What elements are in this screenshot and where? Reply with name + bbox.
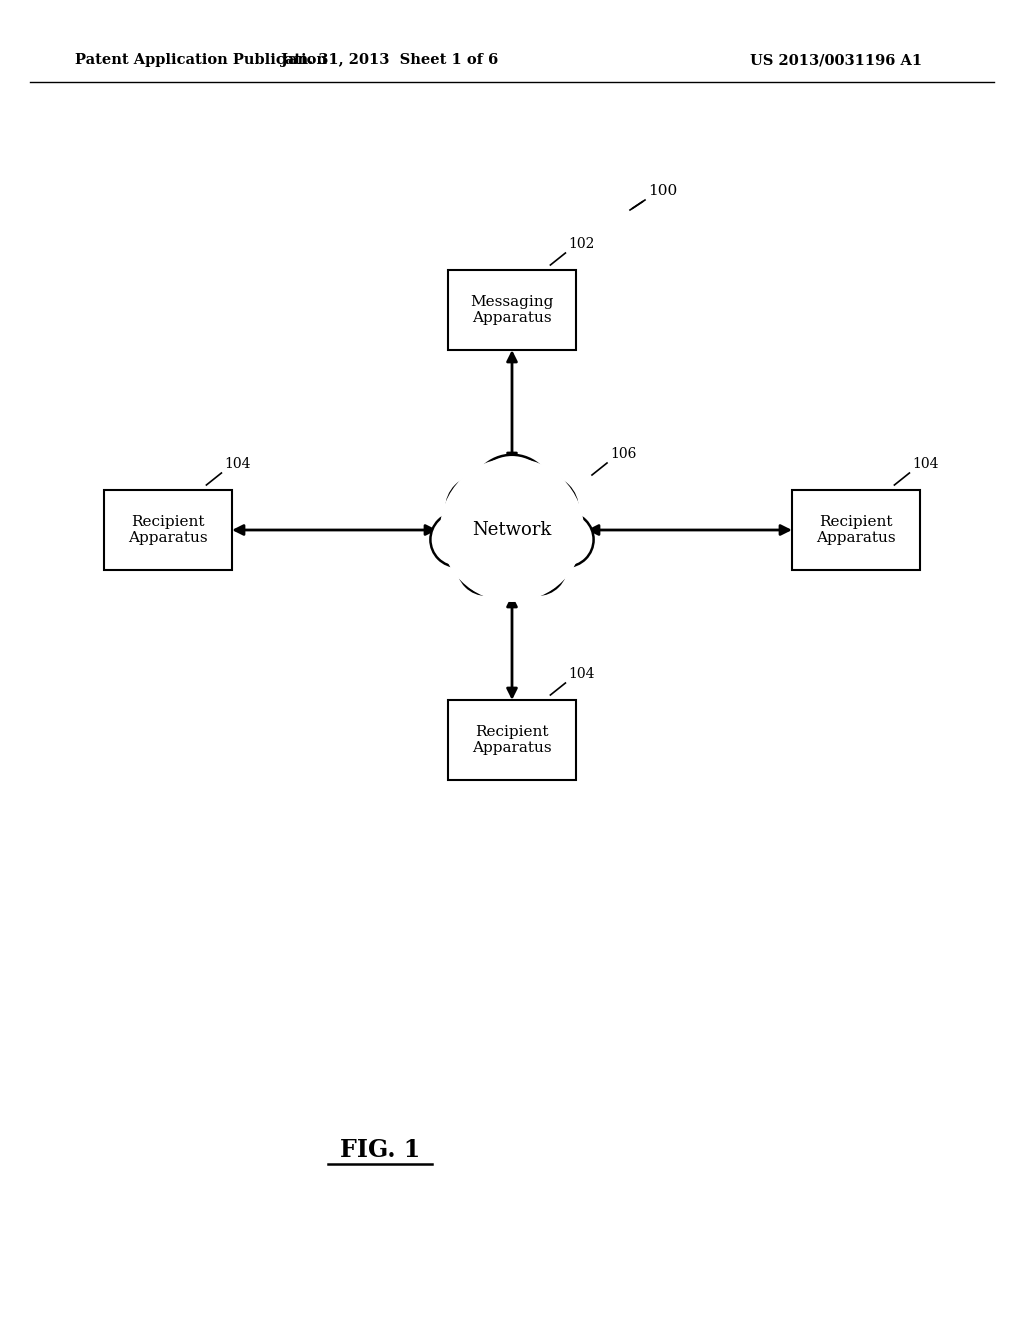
Bar	[792, 490, 920, 570]
Text: 104: 104	[224, 457, 251, 471]
Circle shape	[513, 541, 562, 590]
Circle shape	[430, 512, 484, 566]
Circle shape	[544, 516, 590, 562]
Circle shape	[452, 482, 506, 536]
Text: FIG. 1: FIG. 1	[340, 1138, 420, 1162]
Text: Patent Application Publication: Patent Application Publication	[75, 53, 327, 67]
Circle shape	[470, 455, 554, 539]
Circle shape	[452, 463, 572, 585]
Circle shape	[509, 537, 566, 595]
Circle shape	[464, 482, 560, 578]
Text: Recipient
Apparatus: Recipient Apparatus	[128, 515, 208, 545]
Bar	[104, 490, 232, 570]
Text: Network: Network	[472, 521, 552, 539]
Text: 102: 102	[568, 238, 595, 251]
Circle shape	[462, 541, 511, 590]
Circle shape	[446, 477, 510, 540]
Circle shape	[434, 516, 480, 562]
Text: Jan. 31, 2013  Sheet 1 of 6: Jan. 31, 2013 Sheet 1 of 6	[282, 53, 499, 67]
Circle shape	[476, 461, 548, 532]
Circle shape	[540, 512, 594, 566]
Circle shape	[514, 477, 578, 540]
Text: 100: 100	[648, 183, 677, 198]
Text: Messaging
Apparatus: Messaging Apparatus	[470, 294, 554, 325]
Bar	[449, 700, 575, 780]
Text: 104: 104	[568, 667, 595, 681]
Text: 106: 106	[610, 447, 636, 461]
Text: Recipient
Apparatus: Recipient Apparatus	[816, 515, 896, 545]
Circle shape	[518, 482, 572, 536]
Text: 104: 104	[912, 457, 939, 471]
Circle shape	[440, 458, 584, 602]
Bar	[449, 271, 575, 350]
Text: Recipient
Apparatus: Recipient Apparatus	[472, 725, 552, 755]
Circle shape	[458, 537, 515, 595]
Text: US 2013/0031196 A1: US 2013/0031196 A1	[750, 53, 923, 67]
